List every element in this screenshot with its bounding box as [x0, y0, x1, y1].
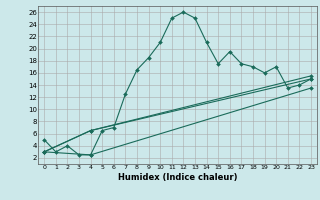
X-axis label: Humidex (Indice chaleur): Humidex (Indice chaleur) [118, 173, 237, 182]
